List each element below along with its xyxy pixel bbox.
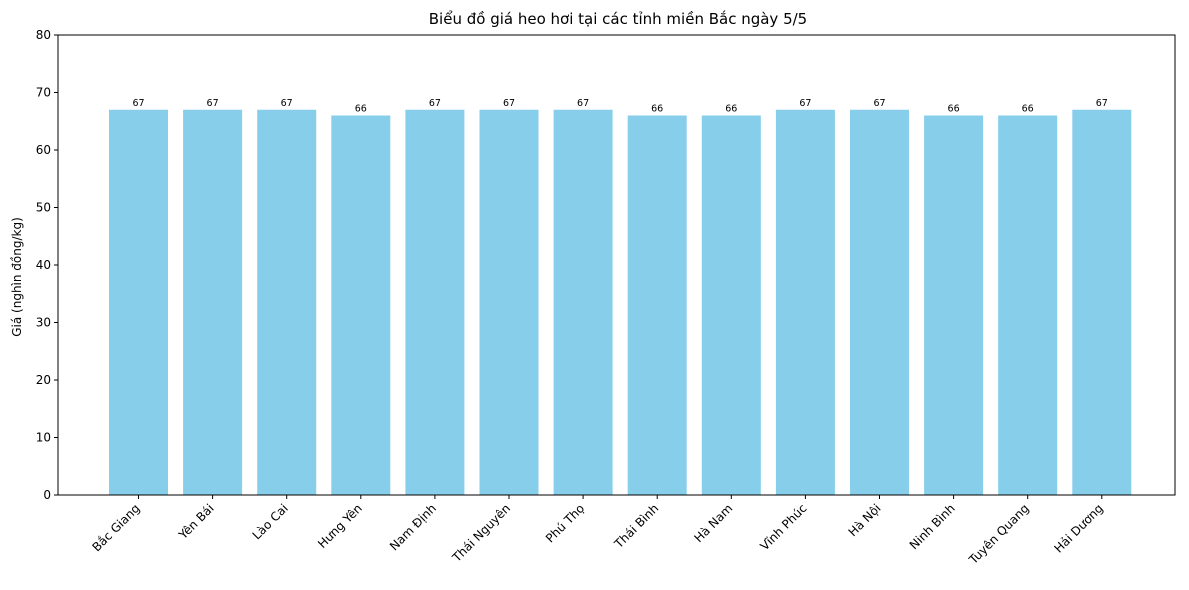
data-label: 66 bbox=[725, 104, 737, 115]
bar bbox=[627, 115, 687, 495]
y-tick-label: 20 bbox=[36, 373, 51, 387]
bars-group: 67 67 67 66 67 67 67 66 66 67 67 66 66 67 bbox=[109, 98, 1132, 495]
y-tick-label: 30 bbox=[36, 316, 51, 330]
bar bbox=[775, 109, 835, 495]
data-label: 66 bbox=[355, 104, 367, 115]
x-tick-label: Hải Dương bbox=[1052, 501, 1106, 555]
y-tick-label: 70 bbox=[36, 86, 51, 100]
x-tick-label: Hưng Yên bbox=[315, 501, 365, 551]
bar bbox=[701, 115, 761, 495]
x-tick-label: Yên Bái bbox=[175, 501, 216, 542]
bar bbox=[850, 109, 909, 495]
data-label: 67 bbox=[429, 98, 441, 109]
bar bbox=[257, 109, 317, 495]
data-label: 67 bbox=[207, 98, 219, 109]
bar bbox=[924, 115, 984, 495]
bar bbox=[553, 109, 613, 495]
data-label: 67 bbox=[503, 98, 515, 109]
x-tick-label: Tuyên Quang bbox=[966, 501, 1032, 567]
x-tick-label: Nam Định bbox=[387, 501, 439, 553]
y-tick-label: 0 bbox=[43, 488, 51, 502]
y-axis-label: Giá (nghìn đồng/kg) bbox=[10, 217, 24, 337]
data-label: 67 bbox=[281, 98, 293, 109]
plot-frame bbox=[57, 34, 1176, 496]
x-tick-label: Hà Nam bbox=[691, 501, 735, 545]
data-label: 67 bbox=[132, 98, 144, 109]
data-label: 66 bbox=[948, 104, 960, 115]
x-tick-label: Phú Thọ bbox=[543, 501, 587, 545]
x-tick-label: Thái Bình bbox=[611, 501, 661, 551]
y-tick-label: 60 bbox=[36, 143, 51, 157]
x-tick-label: Hà Nội bbox=[846, 501, 884, 539]
data-label: 67 bbox=[577, 98, 589, 109]
y-axis-ticks: 0 10 20 30 40 50 60 70 80 bbox=[36, 28, 58, 502]
data-label: 67 bbox=[1096, 98, 1108, 109]
bar bbox=[331, 115, 391, 495]
bar bbox=[183, 109, 243, 495]
x-tick-label: Bắc Giang bbox=[89, 501, 142, 554]
bar bbox=[479, 109, 539, 495]
x-tick-label: Lào Cai bbox=[250, 501, 291, 542]
x-tick-label: Thái Nguyên bbox=[449, 501, 513, 565]
bar bbox=[1072, 109, 1132, 495]
y-tick-label: 80 bbox=[36, 28, 51, 42]
bar bbox=[998, 115, 1058, 495]
bar bbox=[405, 109, 465, 495]
y-tick-label: 40 bbox=[36, 258, 51, 272]
bar bbox=[109, 109, 168, 495]
chart-title: Biểu đồ giá heo hơi tại các tỉnh miền Bắ… bbox=[429, 10, 807, 28]
x-axis-ticks: Bắc Giang Yên Bái Lào Cai Hưng Yên Nam Định T… bbox=[89, 495, 1106, 567]
data-label: 67 bbox=[799, 98, 811, 109]
x-tick-label: Ninh Bình bbox=[907, 501, 958, 552]
data-label: 66 bbox=[651, 104, 663, 115]
y-tick-label: 10 bbox=[36, 431, 51, 445]
x-tick-label: Vĩnh Phúc bbox=[757, 501, 809, 553]
y-tick-label: 50 bbox=[36, 201, 51, 215]
data-label: 67 bbox=[873, 98, 885, 109]
data-label: 66 bbox=[1022, 104, 1034, 115]
